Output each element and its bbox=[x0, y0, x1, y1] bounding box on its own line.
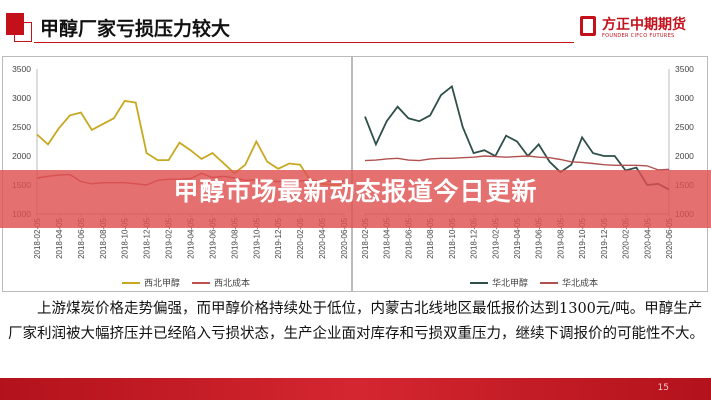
y-tick-label: 2000 bbox=[12, 151, 31, 161]
x-tick-label: 2019-04-05 bbox=[187, 217, 196, 258]
x-tick-label: 2020-02-05 bbox=[296, 217, 305, 258]
x-tick-label: 2018-10-05 bbox=[448, 217, 457, 258]
legend-label: 华北甲醇 bbox=[492, 277, 528, 289]
x-tick-label: 2018-08-05 bbox=[426, 217, 435, 258]
logo-text-en: FOUNDER CIFCO FUTURES bbox=[602, 33, 675, 39]
x-tick-label: 2018-06-05 bbox=[77, 217, 86, 258]
legend-label: 西北甲醇 bbox=[144, 277, 180, 289]
x-tick-label: 2018-12-05 bbox=[143, 217, 152, 258]
x-tick-label: 2018-12-05 bbox=[470, 217, 479, 258]
x-tick-label: 2018-10-05 bbox=[121, 217, 130, 258]
x-tick-label: 2018-06-05 bbox=[404, 217, 413, 258]
x-tick-label: 2020-04-05 bbox=[318, 217, 327, 258]
x-tick-label: 2019-10-05 bbox=[252, 217, 261, 258]
body-paragraph: 上游煤炭价格走势偏强，而甲醇价格持续处于低位，内蒙古北线地区最低报价达到1300… bbox=[8, 301, 704, 342]
x-tick-label: 2019-12-05 bbox=[274, 217, 283, 258]
x-tick-label: 2019-06-05 bbox=[208, 217, 217, 258]
x-tick-label: 2019-02-05 bbox=[491, 217, 500, 258]
title-accent-icon bbox=[6, 13, 24, 35]
x-tick-label: 2018-02-05 bbox=[361, 217, 370, 258]
x-tick-label: 2018-02-05 bbox=[33, 217, 42, 258]
x-tick-label: 2019-02-05 bbox=[165, 217, 174, 258]
slide-title: 甲醇厂家亏损压力较大 bbox=[40, 18, 231, 40]
y-tick-label: 2500 bbox=[675, 122, 694, 132]
y-tick-label: 3000 bbox=[12, 93, 31, 103]
x-tick-label: 2018-04-05 bbox=[383, 217, 392, 258]
x-tick-label: 2019-10-05 bbox=[578, 217, 587, 258]
x-tick-label: 2020-06-05 bbox=[340, 217, 349, 258]
y-tick-label: 3500 bbox=[675, 64, 694, 74]
x-tick-label: 2018-04-05 bbox=[55, 217, 64, 258]
slide-header: 甲醇厂家亏损压力较大 方正中期期货 FOUNDER CIFCO FUTURES bbox=[0, 0, 711, 55]
banner-text: 甲醇市场最新动态报道今日更新 bbox=[173, 177, 538, 206]
series-line-华北成本 bbox=[364, 155, 670, 171]
x-tick-label: 2019-08-05 bbox=[556, 217, 565, 258]
logo-mark-icon bbox=[580, 16, 596, 36]
overlay-banner[interactable]: 甲醇市场最新动态报道今日更新 bbox=[0, 170, 711, 228]
y-tick-label: 2000 bbox=[675, 151, 694, 161]
page-number: 15 bbox=[657, 383, 669, 393]
y-tick-label: 2500 bbox=[12, 122, 31, 132]
legend-label: 西北成本 bbox=[214, 277, 250, 289]
series-line-华北甲醇 bbox=[364, 84, 670, 191]
x-tick-label: 2019-12-05 bbox=[600, 217, 609, 258]
y-tick-label: 3000 bbox=[675, 93, 694, 103]
y-tick-label: 3500 bbox=[12, 64, 31, 74]
footer-bar: 15 bbox=[0, 378, 711, 400]
logo-text-cn: 方正中期期货 bbox=[602, 17, 686, 33]
title-accent-outline-icon bbox=[14, 22, 32, 42]
title-underline bbox=[34, 42, 574, 43]
legend-label: 华北成本 bbox=[562, 277, 598, 289]
x-tick-label: 2019-08-05 bbox=[230, 217, 239, 258]
x-tick-label: 2019-04-05 bbox=[513, 217, 522, 258]
brand-logo: 方正中期期货 FOUNDER CIFCO FUTURES bbox=[580, 14, 705, 44]
x-tick-label: 2020-04-05 bbox=[643, 217, 652, 258]
x-tick-label: 2019-06-05 bbox=[535, 217, 544, 258]
x-tick-label: 2018-08-05 bbox=[99, 217, 108, 258]
series-line-西北甲醇 bbox=[36, 99, 344, 186]
x-tick-label: 2020-02-05 bbox=[622, 217, 631, 258]
x-tick-label: 2020-06-05 bbox=[665, 217, 674, 258]
